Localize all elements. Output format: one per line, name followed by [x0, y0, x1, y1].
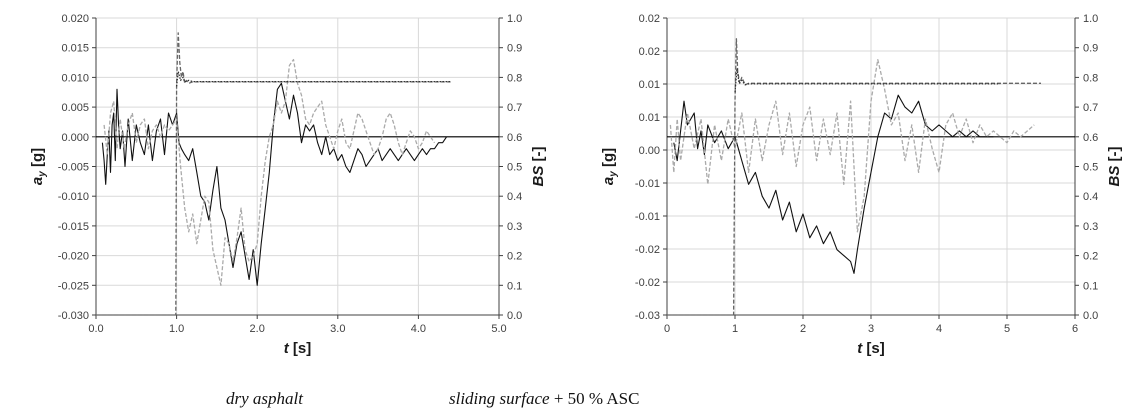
y-right-tick-label: 0.8: [507, 72, 522, 84]
chart-2: -0.03-0.02-0.02-0.01-0.010.000.010.010.0…: [600, 13, 1123, 357]
y-right-tick-label: 0.2: [507, 251, 522, 263]
y-right-tick-label: 0.1: [1083, 280, 1098, 292]
y-left-tick-label: -0.020: [58, 251, 89, 263]
y-left-tick-label: -0.03: [635, 310, 660, 322]
y-right-tick-label: 0.4: [1083, 191, 1098, 203]
y-right-tick-label: 0.7: [507, 102, 522, 114]
y-right-tick-label: 0.2: [1083, 251, 1098, 263]
caption-left-text: dry asphalt: [226, 389, 303, 408]
y-right-tick-label: 0.7: [1083, 102, 1098, 114]
y-right-tick-label: 0.4: [507, 191, 522, 203]
series-line-1: [101, 82, 448, 286]
x-tick-label: 1: [732, 323, 738, 335]
series-line-4: [734, 67, 1001, 93]
x-tick-label: 3.0: [330, 323, 345, 335]
chart-1: -0.030-0.025-0.020-0.015-0.010-0.0050.00…: [29, 13, 547, 357]
caption-left: dry asphalt: [226, 389, 303, 409]
series-line-3: [667, 38, 1041, 316]
series-line-2: [669, 58, 1035, 233]
x-tick-label: 4: [936, 323, 942, 335]
y-left-tick-label: 0.02: [639, 13, 660, 25]
y-right-tick-label: 0.9: [1083, 43, 1098, 55]
y-left-axis-title: ay [g]: [600, 148, 619, 185]
y-right-axis-title: BS [-]: [1106, 146, 1123, 186]
y-left-tick-label: -0.015: [58, 221, 89, 233]
caption-right-plain: + 50 % ASC: [549, 389, 640, 408]
x-tick-label: 2.0: [250, 323, 265, 335]
series-line-2: [103, 58, 436, 286]
x-axis-title: t [s]: [284, 340, 312, 357]
y-right-tick-label: 0.5: [507, 162, 522, 174]
y-right-tick-label: 0.9: [507, 43, 522, 55]
x-axis-title: t [s]: [857, 340, 885, 357]
y-right-tick-label: 0.8: [1083, 72, 1098, 84]
x-tick-label: 0.0: [88, 323, 103, 335]
y-left-tick-label: -0.010: [58, 191, 89, 203]
y-right-tick-label: 0.6: [507, 132, 522, 144]
x-tick-label: 5: [1004, 323, 1010, 335]
y-left-tick-label: -0.02: [635, 277, 660, 289]
y-right-tick-label: 0.6: [1083, 132, 1098, 144]
y-right-tick-label: 0.5: [1083, 162, 1098, 174]
y-left-tick-label: 0.02: [639, 46, 660, 58]
x-tick-label: 2: [800, 323, 806, 335]
y-left-tick-label: -0.01: [635, 211, 660, 223]
x-tick-label: 3: [868, 323, 874, 335]
x-tick-label: 6: [1072, 323, 1078, 335]
caption-right-italic: sliding surface: [449, 389, 550, 408]
caption-right: sliding surface + 50 % ASC: [449, 389, 639, 409]
y-left-tick-label: -0.005: [58, 162, 89, 174]
y-right-tick-label: 0.3: [1083, 221, 1098, 233]
series-line-1: [673, 94, 994, 274]
y-right-tick-label: 0.0: [1083, 310, 1098, 322]
y-right-tick-label: 0.3: [507, 221, 522, 233]
y-right-axis-title: BS [-]: [530, 146, 547, 186]
y-left-tick-label: 0.010: [61, 72, 89, 84]
y-left-tick-label: 0.000: [61, 132, 89, 144]
y-right-tick-label: 1.0: [1083, 13, 1098, 25]
x-tick-label: 1.0: [169, 323, 184, 335]
y-left-tick-label: 0.00: [639, 145, 660, 157]
y-left-tick-label: 0.01: [639, 79, 660, 91]
y-left-tick-label: -0.02: [635, 244, 660, 256]
y-right-tick-label: 0.1: [507, 280, 522, 292]
series-line-4: [175, 70, 451, 87]
y-left-tick-label: 0.01: [639, 112, 660, 124]
y-left-tick-label: -0.01: [635, 178, 660, 190]
y-right-tick-label: 0.0: [507, 310, 522, 322]
y-left-tick-label: 0.015: [61, 43, 89, 55]
y-right-tick-label: 1.0: [507, 13, 522, 25]
y-left-tick-label: 0.005: [61, 102, 89, 114]
series-line-3: [96, 32, 451, 316]
x-tick-label: 4.0: [411, 323, 426, 335]
x-tick-label: 5.0: [491, 323, 506, 335]
y-left-tick-label: -0.025: [58, 280, 89, 292]
y-left-tick-label: 0.020: [61, 13, 89, 25]
x-tick-label: 0: [664, 323, 670, 335]
y-left-tick-label: -0.030: [58, 310, 89, 322]
y-left-axis-title: ay [g]: [29, 148, 48, 185]
